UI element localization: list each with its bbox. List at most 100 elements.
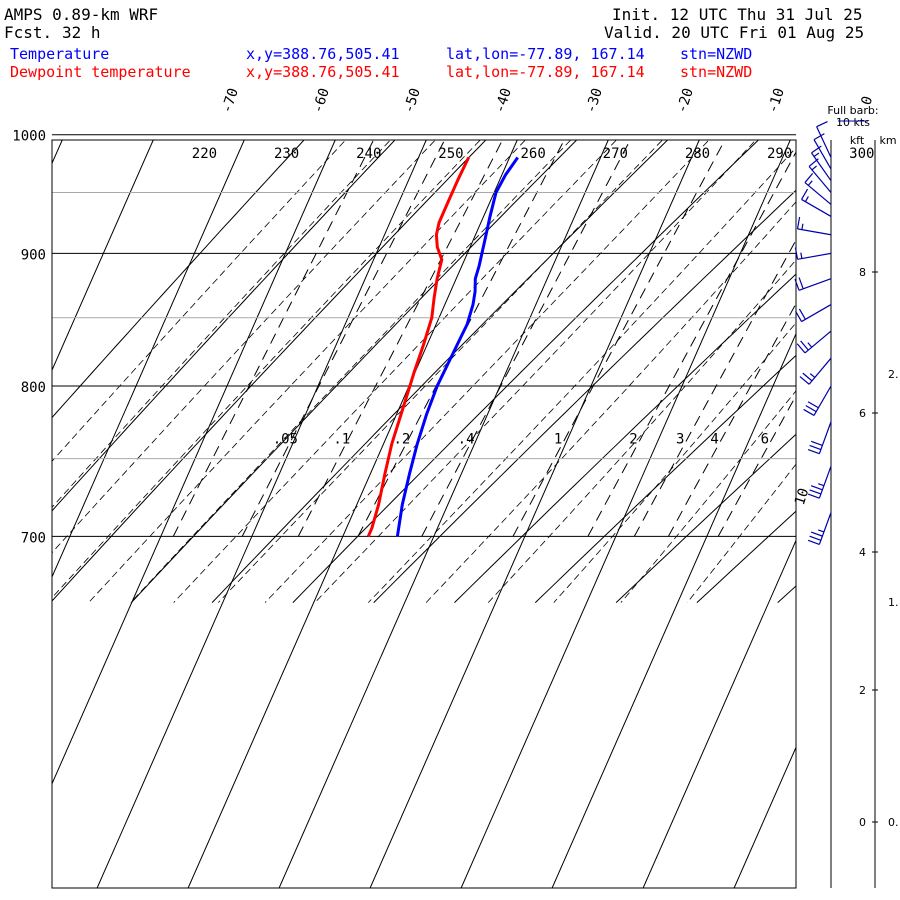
background-lines: [52, 140, 796, 888]
wind-barb-flag: [803, 408, 815, 416]
moist-adiabat-line: [553, 322, 796, 603]
temperature-tick-label: -10: [765, 86, 788, 115]
km-label: km: [879, 134, 896, 147]
legend-dewpoint-xy: x,y=388.76,505.41: [246, 63, 400, 81]
wind-barb-staff: [816, 126, 832, 158]
dry-adiabat-line: [52, 140, 487, 602]
wind-barb-staff: [797, 228, 832, 236]
wind-barb-flag: [807, 449, 820, 455]
moist-adiabat-line: [264, 140, 710, 603]
wind-barb-flag: [800, 340, 809, 351]
wind-barb-staff: [818, 465, 832, 499]
wind-barb-flag: [813, 152, 820, 157]
wind-barb-flag: [807, 342, 813, 348]
wind-barb-flag: [816, 121, 828, 128]
dry-adiabat-label: 270: [603, 146, 628, 162]
wind-barb-staff: [808, 166, 832, 193]
mixing-ratio-label: .4: [458, 432, 475, 448]
dry-adiabat-label: 300: [849, 146, 874, 162]
temperature-trace: [395, 156, 519, 537]
moist-adiabat-line: [314, 140, 757, 603]
wind-barb-staff: [797, 252, 832, 260]
wind-barb-flag: [807, 180, 813, 186]
dry-adiabat-line: [52, 140, 396, 512]
kft-label: kft: [850, 134, 865, 147]
moist-adiabat-line: [52, 140, 436, 554]
moist-adiabat-line: [88, 140, 526, 603]
mixing-ratio-line: [357, 140, 565, 537]
wind-barb-flag: [796, 343, 806, 354]
legend-temperature-latlon: lat,lon=-77.89, 167.14: [446, 45, 645, 63]
dry-adiabat-label: 280: [685, 146, 710, 162]
isotherm-line: [187, 140, 518, 888]
wind-barb-flag: [809, 489, 822, 495]
wind-barb-flag: [798, 308, 806, 320]
isotherm-line: [278, 140, 609, 888]
dry-adiabat-label: 230: [274, 146, 299, 162]
wind-barb-flag: [809, 535, 822, 541]
wind-barb-flag: [804, 172, 814, 183]
mixing-ratio-line: [297, 140, 504, 537]
barb-legend-label: Full barb:: [827, 104, 878, 117]
isotherm-side-label: 10: [792, 486, 812, 507]
valid-time: Valid. 20 UTC Fri 01 Aug 25: [604, 23, 865, 42]
wind-barb-staff: [811, 152, 832, 182]
moist-adiabat-line: [52, 140, 347, 462]
kft-tick-label: 2: [859, 684, 866, 697]
isotherm-line: [733, 746, 796, 888]
wind-barb-flag: [801, 223, 804, 230]
temperature-tick-label: -50: [401, 86, 424, 115]
mixing-ratio-line: [512, 140, 726, 537]
height-axis: kft km 8 6 4 2 0 2. 1. 0.: [850, 134, 899, 888]
dry-adiabat-line: [52, 140, 305, 419]
legend-temperature-station: stn=NZWD: [680, 45, 753, 63]
wind-barb-staff: [798, 278, 832, 291]
isotherm-line: [369, 140, 700, 888]
pressure-tick-label: 800: [21, 380, 46, 396]
dry-adiabat-label: 220: [192, 146, 217, 162]
pressure-tick-label: 1000: [12, 129, 46, 145]
moist-adiabat-line: [52, 140, 481, 599]
temperature-tick-label: -60: [310, 86, 333, 115]
wind-barb-staff: [801, 198, 832, 217]
dry-adiabat-label: 260: [520, 146, 545, 162]
isotherm-line: [551, 332, 796, 888]
pressure-tick-label: 900: [21, 247, 46, 263]
mixing-ratio-label: 4: [710, 432, 718, 448]
moist-adiabat-line: [218, 140, 663, 603]
wind-barb-flag: [798, 277, 804, 290]
plot-frame: [51, 139, 797, 889]
wind-barb-flag: [802, 372, 813, 382]
forecast-label: Fcst.: [4, 23, 53, 42]
dry-adiabat-label: 290: [767, 146, 792, 162]
mixing-ratio-label: 1: [554, 432, 562, 448]
wind-barb-flag: [796, 216, 801, 229]
kft-tick-label: 4: [859, 546, 866, 559]
wind-barb-flag: [794, 278, 800, 291]
mixing-ratio-label: 6: [761, 432, 769, 448]
isotherm-line: [52, 140, 336, 785]
wind-barb-flag: [805, 405, 817, 413]
wind-barb-flag: [818, 529, 825, 533]
isotherm-line: [96, 140, 427, 888]
wind-barb-flag: [809, 373, 816, 378]
forecast-hour: 32 h: [62, 23, 101, 42]
temperature-tick-label: -30: [583, 86, 606, 115]
moist-adiabat-line: [52, 140, 391, 508]
barb-legend-speed: 10 kts: [836, 116, 870, 129]
legend-temperature-xy: x,y=388.76,505.41: [246, 45, 400, 63]
wind-barb-flag: [810, 440, 823, 446]
isobar-lines: [52, 134, 796, 537]
wind-barb-flag: [813, 133, 825, 141]
km-tick-label: 1.: [888, 596, 899, 609]
wind-barb-staff: [808, 357, 832, 385]
pressure-tick-label: 700: [21, 530, 46, 546]
dewpoint-trace: [366, 156, 470, 537]
wind-barb-flag: [804, 196, 809, 202]
isotherm-line: [642, 539, 796, 888]
moist-adiabat-line: [130, 140, 572, 603]
mixing-ratio-line: [241, 140, 446, 537]
mixing-ratio-label: 3: [676, 432, 684, 448]
legend-dewpoint-name: Dewpoint temperature: [10, 63, 191, 81]
wind-barb-column: Full barb:10 kts: [794, 104, 879, 888]
